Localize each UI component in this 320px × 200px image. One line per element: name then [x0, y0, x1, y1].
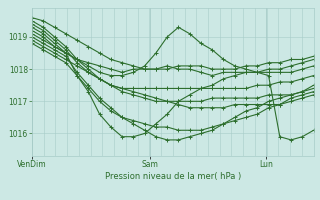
- X-axis label: Pression niveau de la mer( hPa ): Pression niveau de la mer( hPa ): [105, 172, 241, 181]
